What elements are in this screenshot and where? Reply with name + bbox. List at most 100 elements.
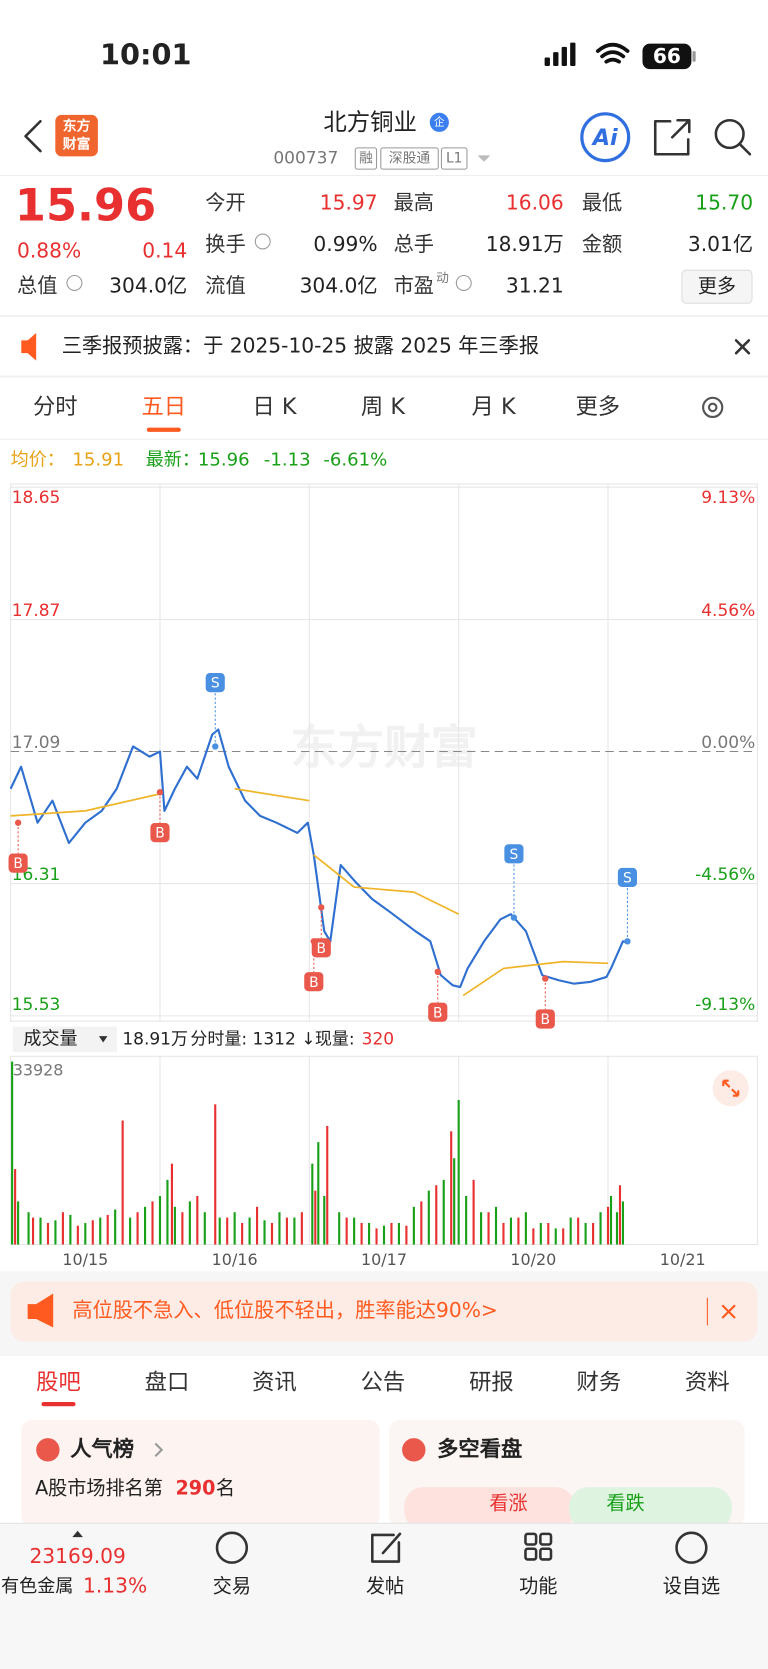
settings-center: [707, 402, 718, 413]
info-icon[interactable]: [66, 274, 83, 291]
volume-bar: [278, 1212, 281, 1245]
more-label: 更多: [698, 275, 736, 298]
close-notice[interactable]: [734, 339, 751, 355]
marker-badge[interactable]: [311, 938, 331, 958]
volume-bar: [524, 1212, 527, 1245]
marker-badge[interactable]: [535, 1009, 555, 1029]
share-button[interactable]: [653, 118, 691, 156]
chart-tab[interactable]: 五日: [141, 394, 186, 420]
section-tabs: 股吧 盘口 资讯 公告 研报 财务 资料: [36, 1369, 730, 1407]
volume-bar: [487, 1212, 490, 1245]
bear-button[interactable]: [569, 1487, 732, 1530]
chart-tab[interactable]: 周 K: [361, 394, 406, 420]
section-tab[interactable]: 股吧: [36, 1369, 81, 1395]
section-tab[interactable]: 资料: [685, 1369, 730, 1395]
expand-icon: [722, 1079, 740, 1097]
marker-badge[interactable]: [617, 867, 638, 888]
chart-tab[interactable]: 月 K: [472, 394, 517, 420]
wifi-icon: [595, 42, 630, 64]
ai-button[interactable]: [580, 112, 631, 163]
popularity-card[interactable]: [21, 1420, 380, 1527]
volume-bar: [285, 1217, 288, 1245]
volume-bar: [494, 1206, 498, 1245]
volume-bar: [188, 1201, 191, 1245]
volume-bar: [427, 1190, 430, 1245]
back-button[interactable]: [24, 120, 42, 153]
dropdown-arrow[interactable]: [477, 155, 491, 162]
section-tab[interactable]: 财务: [577, 1369, 622, 1395]
info-icon[interactable]: [455, 274, 472, 291]
field-label: 换手: [205, 232, 245, 256]
battery-cap: [692, 51, 696, 62]
volume-bar: [263, 1220, 266, 1245]
volume-bar: [435, 1185, 438, 1245]
volume-bar: [420, 1201, 423, 1245]
sector-index[interactable]: 23169.09: [29, 1544, 125, 1568]
watchlist-icon[interactable]: [675, 1531, 708, 1564]
field-label: 市盈: [394, 274, 434, 298]
volume-bar: [173, 1206, 176, 1245]
info-icon[interactable]: [254, 233, 271, 250]
volume-bar: [76, 1225, 79, 1245]
sentiment-title: 多空看盘: [437, 1436, 522, 1462]
bottom-item[interactable]: 交易: [213, 1575, 251, 1598]
field-value: 31.21: [506, 274, 564, 298]
volume-bar: [293, 1217, 296, 1245]
tag-box: [380, 147, 439, 170]
divider: [0, 375, 768, 378]
date-label: 10/20: [510, 1250, 556, 1269]
field-value: 16.06: [506, 191, 564, 215]
section-tab[interactable]: 盘口: [145, 1369, 190, 1395]
trade-icon[interactable]: [215, 1531, 249, 1564]
chart-tab[interactable]: 日 K: [252, 394, 297, 420]
marker-badge[interactable]: [304, 972, 324, 992]
marker-badge[interactable]: [150, 823, 170, 843]
tag: 融: [359, 151, 373, 167]
marker-badge[interactable]: [8, 853, 28, 873]
field-value: 304.0亿: [109, 274, 187, 298]
marker-badge[interactable]: [428, 1002, 448, 1022]
chart-tabs: 分时 五日 日 K 周 K 月 K 更多: [33, 394, 620, 432]
field-sup: 动: [436, 271, 449, 286]
field-value: 0.99%: [313, 232, 377, 256]
more-button[interactable]: [681, 269, 753, 304]
bottom-item[interactable]: 设自选: [663, 1575, 720, 1598]
marker-badge[interactable]: [205, 673, 225, 693]
bottom-item[interactable]: 功能: [519, 1575, 557, 1598]
expand-button[interactable]: [712, 1070, 749, 1107]
app-logo[interactable]: [55, 114, 98, 157]
marker-badge[interactable]: [504, 844, 524, 864]
search-button[interactable]: [714, 118, 745, 150]
banner[interactable]: [10, 1281, 758, 1342]
avg-label: 均价：: [11, 450, 65, 471]
up-arrow: [72, 1530, 83, 1538]
bottom-item[interactable]: 发帖: [366, 1575, 404, 1598]
tab-underline: [41, 1401, 76, 1407]
close-banner[interactable]: [721, 1304, 736, 1319]
volume-bar: [54, 1220, 57, 1245]
bull-button[interactable]: [404, 1487, 575, 1530]
function-icon[interactable]: [524, 1532, 553, 1561]
chart-tab[interactable]: 分时: [33, 394, 78, 420]
volume-bar: [143, 1206, 147, 1245]
volume-bar: [129, 1217, 132, 1245]
post-icon[interactable]: [371, 1532, 402, 1563]
status-time: 10:01: [100, 37, 191, 71]
volume-selector[interactable]: [12, 1026, 118, 1053]
volume-bar: [338, 1212, 341, 1245]
y2-tick-label: 9.13%: [701, 488, 755, 508]
notice-text[interactable]: 三季报预披露：于 2025-10-25 披露 2025 年三季报: [62, 333, 539, 357]
section-tab[interactable]: 公告: [361, 1369, 406, 1395]
price-layer: -9.13%-4.56%0.00%4.56%9.13%15.5316.3117.…: [8, 484, 758, 1245]
volume-bar: [91, 1220, 94, 1245]
badge-text: 企: [434, 115, 445, 128]
settings-button[interactable]: [702, 396, 724, 419]
y-tick-label: 17.09: [12, 733, 61, 753]
volume-bar: [442, 1179, 445, 1245]
volume-bar: [121, 1120, 124, 1245]
chart-tab[interactable]: 更多: [575, 394, 620, 420]
last-price: 15.96: [15, 180, 156, 232]
trade-point: [434, 968, 441, 975]
section-tab[interactable]: 研报: [469, 1369, 514, 1395]
section-tab[interactable]: 资讯: [252, 1369, 297, 1395]
